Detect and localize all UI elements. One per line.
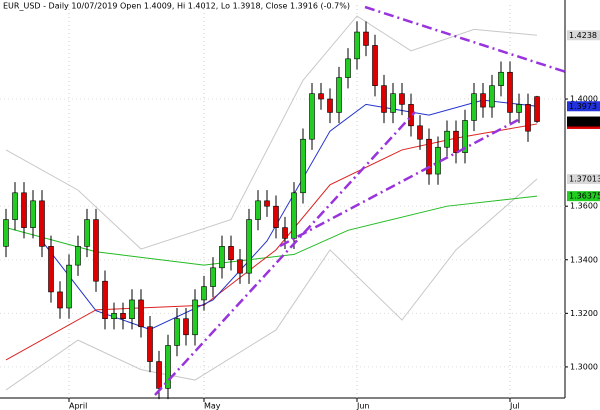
candle-body <box>246 219 252 274</box>
chart-title: EUR_USD - Daily 10/07/2019 Open 1.4009, … <box>3 2 350 11</box>
trendline <box>279 118 519 248</box>
y-tick-label: 1.4000 <box>570 95 598 104</box>
candle-body <box>417 125 423 140</box>
x-tick-label: May <box>204 402 221 410</box>
candle-body <box>147 326 153 362</box>
candle-body <box>156 361 162 389</box>
price-label: 1.3973 <box>569 102 597 111</box>
trendline <box>364 5 567 74</box>
candle-body <box>354 31 360 60</box>
trendline <box>154 111 416 396</box>
candle-body <box>273 205 279 228</box>
x-tick-label: April <box>69 402 87 410</box>
price-label-box <box>567 191 600 202</box>
candle-body <box>165 345 171 389</box>
candle-body <box>534 96 540 122</box>
y-tick-label: 1.3200 <box>570 309 598 318</box>
candle-body <box>345 58 351 78</box>
candle-body <box>516 104 522 113</box>
candle-body <box>210 267 216 287</box>
candle-body <box>237 259 243 274</box>
candle-body <box>498 71 504 86</box>
candle-body <box>111 313 117 320</box>
candle-body <box>255 200 261 220</box>
candle-body <box>201 286 207 301</box>
candle-body <box>381 85 387 113</box>
candle-body <box>264 200 270 207</box>
candle-body <box>120 313 126 320</box>
price-label-box <box>567 101 600 112</box>
price-label-box <box>567 30 600 41</box>
candle-body <box>462 120 468 153</box>
candle-body <box>336 77 342 113</box>
candle-body <box>21 192 27 228</box>
candle-body <box>399 93 405 105</box>
candle-body <box>372 45 378 86</box>
price-label: 1.4238 <box>569 31 597 40</box>
candle-body <box>291 192 297 239</box>
indicator-line <box>5 15 538 250</box>
plot <box>0 5 565 400</box>
candle-body <box>444 130 450 148</box>
price-label: 1.37013 <box>569 175 600 184</box>
candle-body <box>282 227 288 239</box>
price-label: 1.3916 <box>569 117 597 126</box>
candle-body <box>489 85 495 108</box>
candle-body <box>480 93 486 108</box>
x-tick-label: Jun <box>356 402 370 410</box>
candle-body <box>426 138 432 175</box>
candle-body <box>12 192 18 220</box>
candle-body <box>138 299 144 328</box>
candle-body <box>30 200 36 228</box>
candle-body <box>507 71 513 113</box>
candle-body <box>3 219 9 247</box>
candle-body <box>192 299 198 336</box>
candle-body <box>453 130 459 153</box>
trendlines <box>154 5 567 396</box>
indicator-line <box>5 178 538 391</box>
candle-body <box>129 299 135 320</box>
candle-body <box>174 318 180 346</box>
candle-body <box>318 93 324 100</box>
candle-body <box>183 318 189 336</box>
candle-body <box>471 93 477 121</box>
candle-body <box>525 104 531 132</box>
candle-body <box>390 93 396 113</box>
candle-body <box>102 280 108 320</box>
candle-body <box>363 31 369 46</box>
y-tick-label: 1.3600 <box>570 202 598 211</box>
candle-body <box>39 200 45 247</box>
x-tick-label: Jul <box>509 402 520 410</box>
price-label-box <box>567 174 600 185</box>
candle-body <box>66 264 72 309</box>
candle-body <box>309 93 315 140</box>
price-label-box <box>567 116 600 127</box>
candle-body <box>75 246 81 266</box>
y-tick-label: 1.3400 <box>570 255 598 264</box>
candle-body <box>48 246 54 293</box>
y-tick-label: 1.3000 <box>570 362 598 371</box>
price-label: 1.36375 <box>569 192 600 201</box>
candle-body <box>84 219 90 247</box>
candle-body <box>327 98 333 113</box>
candle-body <box>57 291 63 309</box>
candle-body <box>228 246 234 261</box>
candle-body <box>219 246 225 269</box>
candle-body <box>300 138 306 194</box>
candle-body <box>93 219 99 282</box>
